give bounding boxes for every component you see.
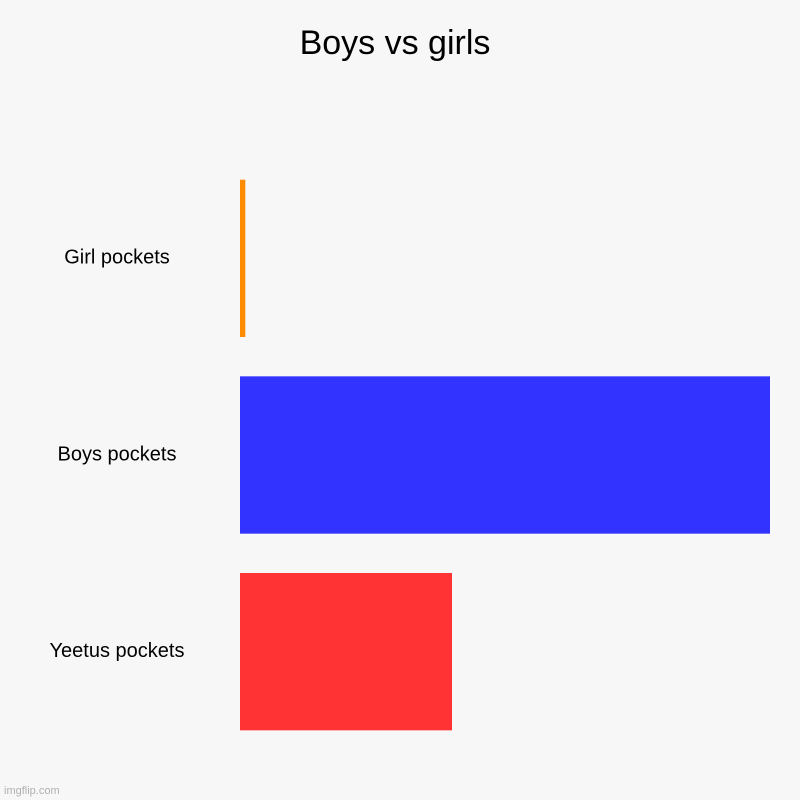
bar-yeetus-pockets [240,573,452,731]
category-label-girl-pockets: Girl pockets [64,247,170,269]
chart-title: Boys vs girls [299,24,491,62]
category-label-yeetus-pockets: Yeetus pockets [50,640,185,662]
bar-girl-pockets [240,179,246,337]
watermark-text: imgflip.com [4,785,60,797]
bar-boys-pockets [240,376,770,534]
category-label-boys-pockets: Boys pockets [58,443,177,465]
